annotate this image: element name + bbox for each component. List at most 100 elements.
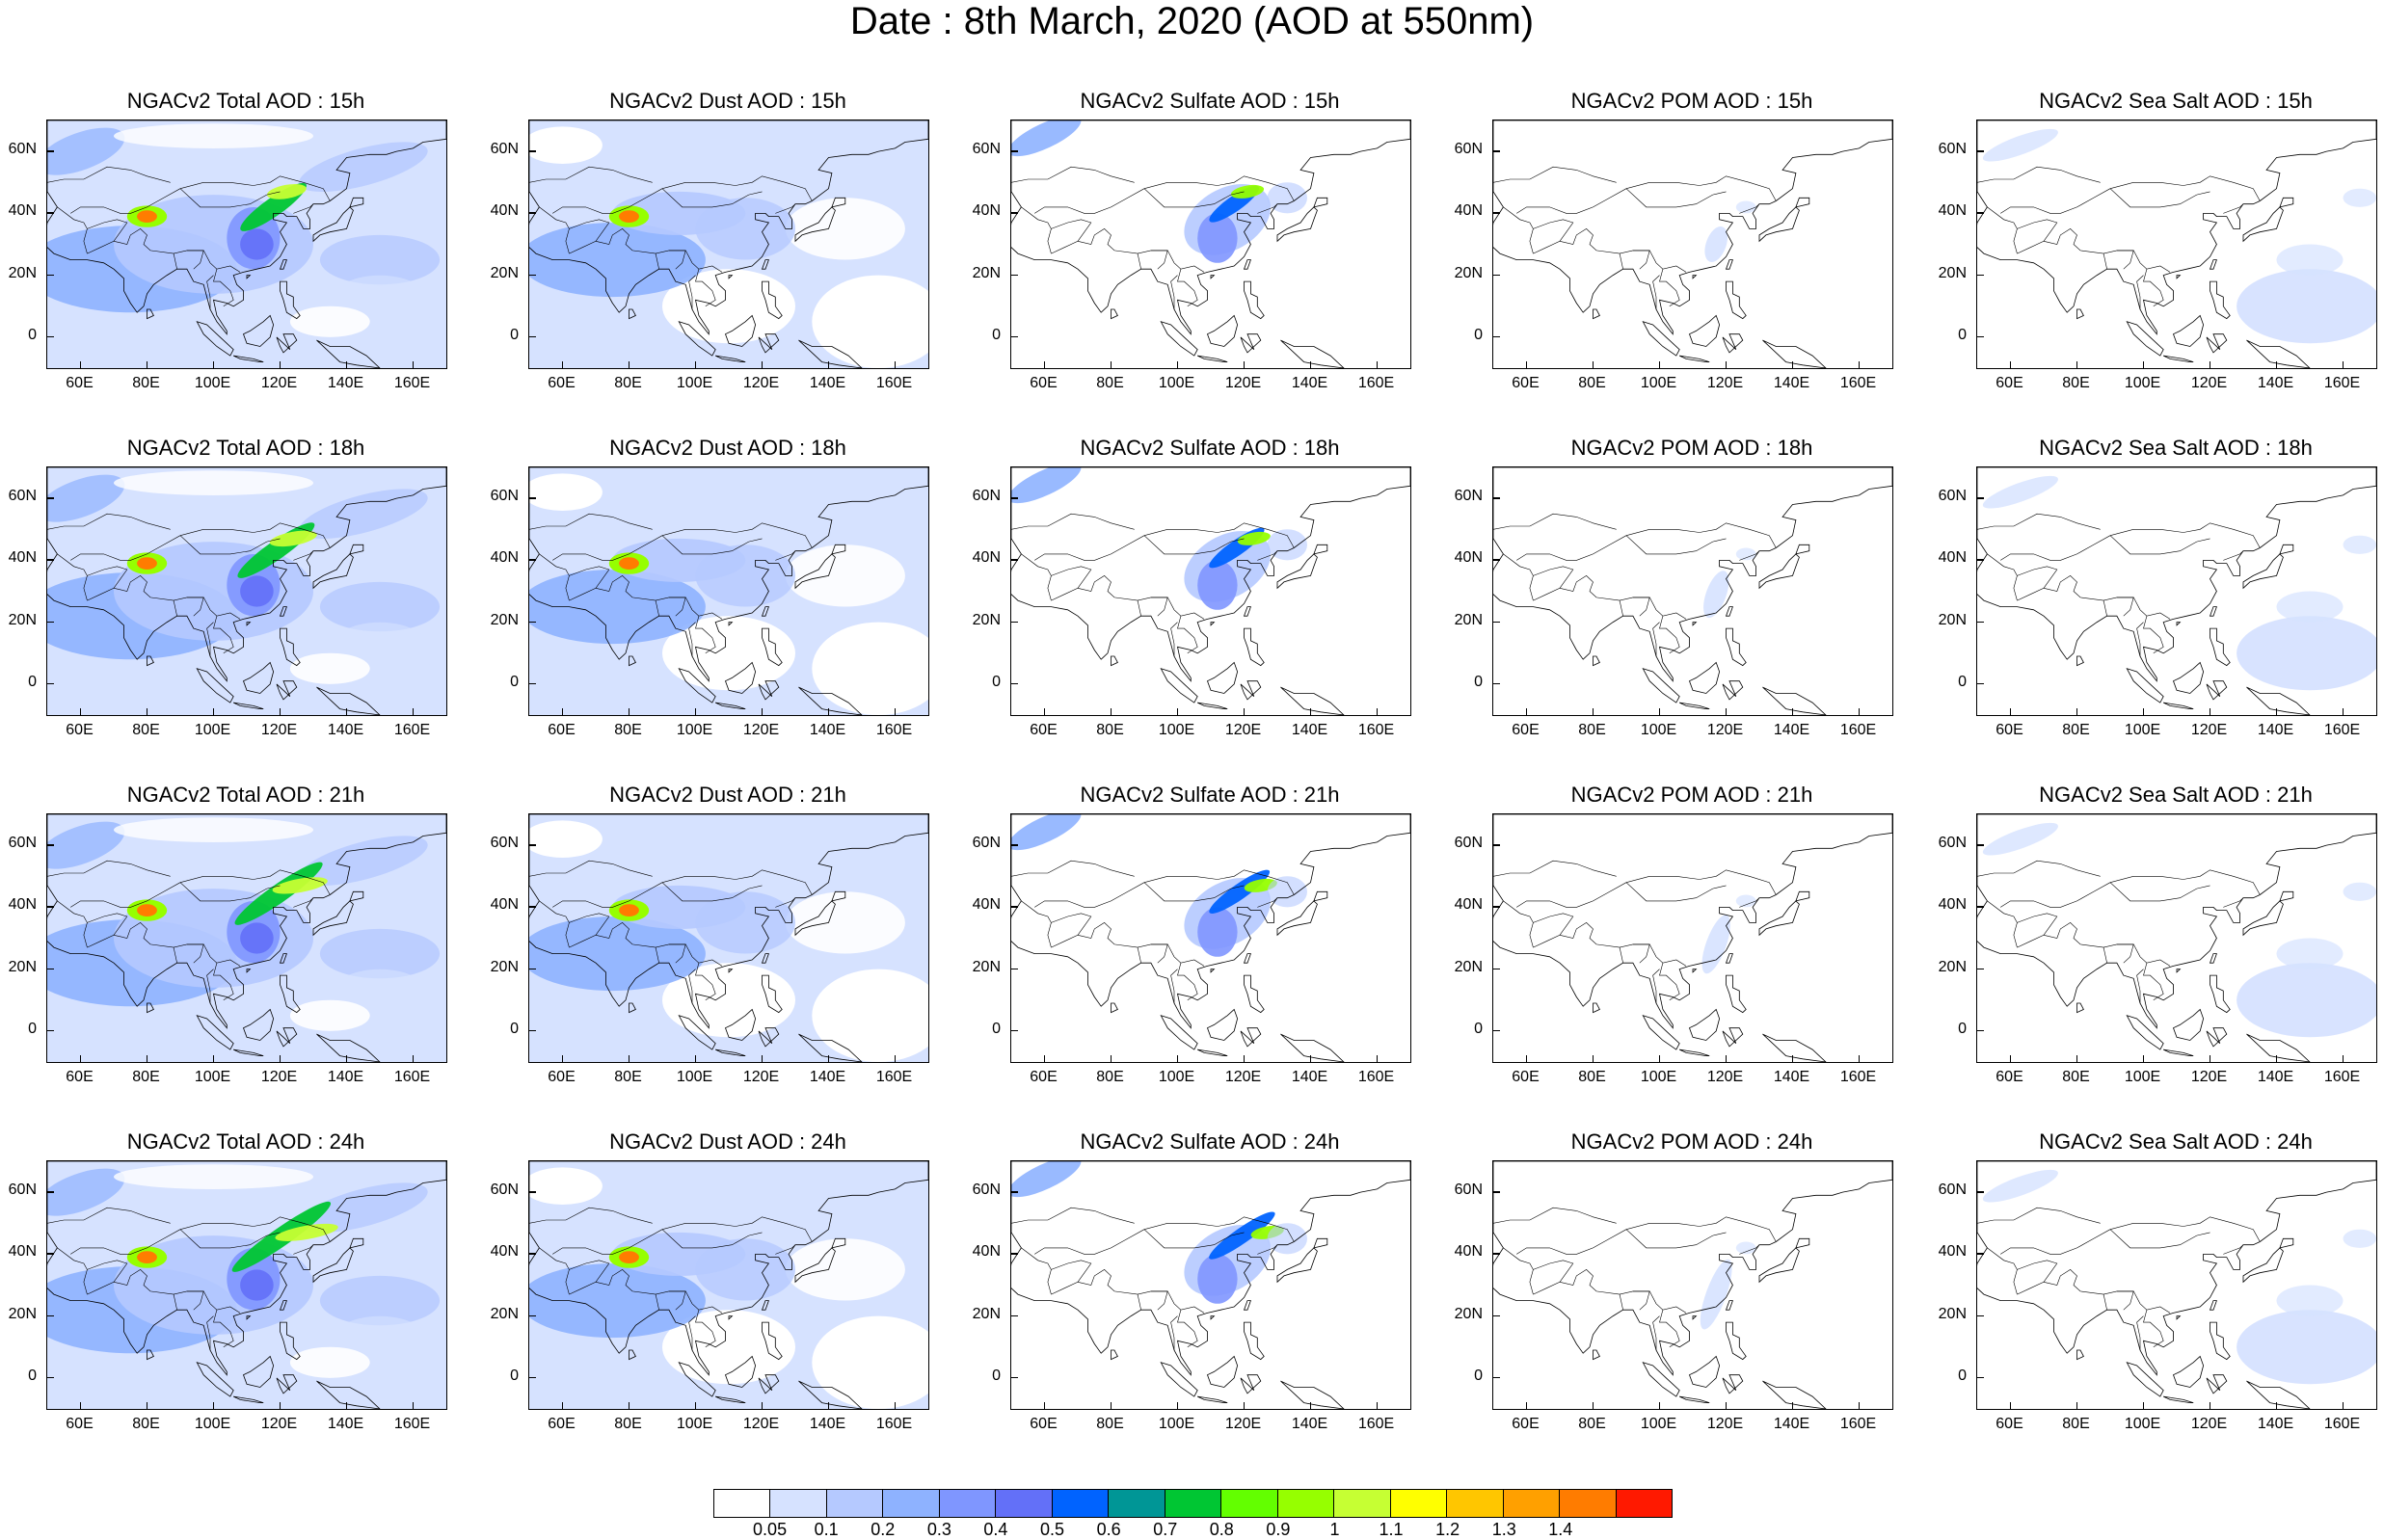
y-tick-mark: [47, 1376, 54, 1379]
y-tick-mark: [47, 1253, 54, 1255]
x-tick-label: 120E: [2190, 375, 2228, 391]
x-tick-label: 120E: [1706, 1416, 1744, 1432]
x-tick-label: 140E: [1291, 375, 1328, 391]
y-tick-mark: [1977, 906, 1984, 908]
aerosol-field: [1982, 1169, 2376, 1385]
x-tick-label: 140E: [809, 1416, 846, 1432]
y-tick-label: 60N: [972, 835, 1001, 852]
x-tick-mark: [2009, 1402, 2011, 1409]
y-tick-label: 60N: [490, 1182, 519, 1199]
y-tick-label: 20N: [1454, 1305, 1483, 1322]
colorbar-label: 0.1: [814, 1520, 839, 1539]
y-tick-label: 60N: [490, 141, 519, 158]
x-tick-mark: [146, 1402, 147, 1409]
x-tick-label: 120E: [742, 722, 780, 738]
x-tick-label: 80E: [1096, 1416, 1124, 1432]
x-tick-mark: [2275, 361, 2277, 368]
y-tick-label: 60N: [972, 1182, 1001, 1199]
y-tick-label: 40N: [972, 896, 1001, 914]
x-tick-label: 120E: [742, 1416, 780, 1432]
x-tick-label: 60E: [1996, 1416, 2023, 1432]
y-tick-label: 60N: [1454, 488, 1483, 505]
x-tick-label: 120E: [2190, 1416, 2228, 1432]
colorbar-label: 1.4: [1548, 1520, 1573, 1539]
x-tick-mark: [1791, 361, 1793, 368]
y-tick-mark: [1977, 682, 1984, 685]
panel-title: NGACv2 Dust AOD : 15h: [609, 89, 846, 113]
y-tick-mark: [1493, 335, 1500, 338]
panel-title: NGACv2 Sulfate AOD : 15h: [1080, 89, 1340, 113]
x-tick-mark: [279, 361, 281, 368]
y-tick-label: 0: [1958, 326, 1967, 343]
colorbar-box: [1616, 1490, 1672, 1517]
y-tick-label: 40N: [8, 1243, 37, 1261]
x-tick-label: 120E: [1706, 722, 1744, 738]
coastlines: [47, 814, 446, 1062]
coastlines: [1011, 1161, 1410, 1409]
x-tick-label: 100E: [1640, 722, 1677, 738]
coastlines: [47, 120, 446, 368]
panel-title: NGACv2 Dust AOD : 21h: [609, 783, 846, 807]
aerosol-field: [1982, 822, 2376, 1038]
y-tick-mark: [1493, 1191, 1500, 1193]
x-tick-label: 140E: [2257, 375, 2294, 391]
y-tick-mark: [1493, 1314, 1500, 1317]
y-tick-label: 60N: [1938, 488, 1967, 505]
aerosol-field: [1982, 128, 2376, 344]
x-tick-label: 100E: [2124, 1069, 2161, 1085]
x-tick-label: 120E: [260, 1069, 298, 1085]
x-tick-mark: [1791, 1402, 1793, 1409]
aerosol-field: [47, 814, 446, 1062]
x-tick-label: 120E: [260, 722, 298, 738]
y-tick-mark: [529, 335, 536, 338]
y-tick-mark: [529, 1191, 536, 1193]
x-tick-mark: [279, 708, 281, 715]
colorbar-label: 0.05: [753, 1520, 788, 1539]
colorbar-box: [939, 1490, 997, 1517]
x-tick-mark: [2275, 708, 2277, 715]
x-tick-mark: [894, 1055, 896, 1062]
colorbar-label: 0.6: [1096, 1520, 1121, 1539]
y-tick-mark: [529, 212, 536, 214]
y-tick-label: 20N: [490, 264, 519, 281]
x-tick-label: 140E: [327, 1416, 364, 1432]
x-tick-mark: [2275, 1055, 2277, 1062]
y-tick-label: 40N: [8, 896, 37, 914]
x-tick-label: 120E: [260, 375, 298, 391]
y-tick-mark: [1977, 1314, 1984, 1317]
x-tick-label: 160E: [393, 1069, 431, 1085]
map-frame: [46, 119, 447, 369]
x-tick-mark: [761, 361, 763, 368]
x-tick-label: 80E: [1578, 722, 1606, 738]
x-tick-label: 120E: [260, 1416, 298, 1432]
x-tick-mark: [2009, 361, 2011, 368]
y-tick-label: 20N: [8, 611, 37, 628]
aerosol-field: [47, 120, 446, 368]
x-tick-label: 160E: [1357, 722, 1395, 738]
panel-title: NGACv2 Sulfate AOD : 21h: [1080, 783, 1340, 807]
x-tick-mark: [1592, 361, 1594, 368]
x-tick-mark: [1309, 708, 1311, 715]
borders: [1011, 166, 1295, 309]
y-tick-label: 0: [1474, 1367, 1483, 1384]
y-tick-mark: [1493, 212, 1500, 214]
y-tick-mark: [1011, 150, 1018, 152]
x-tick-mark: [2209, 361, 2210, 368]
figure-title: Date : 8th March, 2020 (AOD at 550nm): [849, 0, 1535, 42]
x-tick-mark: [412, 1055, 414, 1062]
borders: [1977, 166, 2261, 309]
coastlines: [1977, 120, 2376, 368]
borders: [529, 860, 813, 1003]
y-tick-label: 0: [1958, 1020, 1967, 1037]
x-tick-mark: [2009, 708, 2011, 715]
x-tick-label: 140E: [809, 722, 846, 738]
colorbar-label: 1.3: [1491, 1520, 1516, 1539]
x-tick-mark: [2209, 1402, 2210, 1409]
x-tick-mark: [1725, 1402, 1727, 1409]
y-tick-label: 40N: [972, 549, 1001, 567]
y-tick-label: 60N: [8, 141, 37, 158]
x-tick-mark: [79, 1055, 81, 1062]
x-tick-mark: [1592, 708, 1594, 715]
colorbar-box: [1503, 1490, 1561, 1517]
y-tick-mark: [1011, 1376, 1018, 1379]
